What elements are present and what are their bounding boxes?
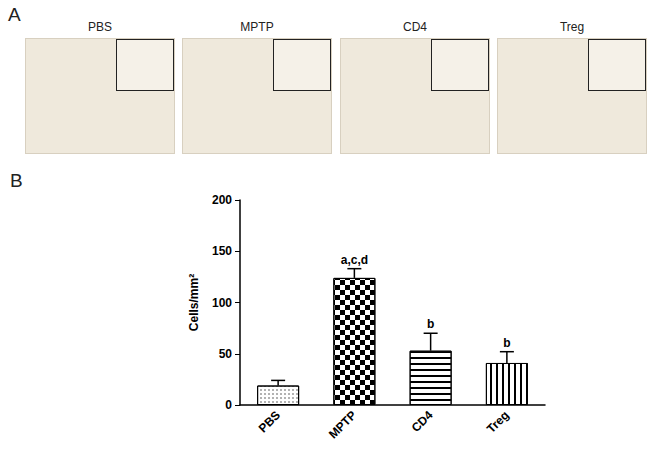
svg-text:a,c,d: a,c,d bbox=[341, 253, 368, 267]
svg-text:PBS: PBS bbox=[256, 408, 283, 435]
html-text:B: B bbox=[10, 170, 23, 191]
svg-text:150: 150 bbox=[212, 244, 232, 258]
html-text:A: A bbox=[8, 4, 21, 25]
html-text:MPTP: MPTP bbox=[240, 20, 274, 34]
svg-text:b: b bbox=[503, 336, 510, 350]
html-text:Treg: Treg bbox=[559, 20, 585, 34]
svg-text:100: 100 bbox=[212, 296, 232, 310]
html-text:CD4: CD4 bbox=[403, 20, 427, 34]
svg-text:b: b bbox=[427, 317, 434, 331]
svg-text:MPTP: MPTP bbox=[326, 408, 359, 441]
svg-text:CD4: CD4 bbox=[409, 408, 436, 435]
svg-text:200: 200 bbox=[212, 193, 232, 207]
html-text:PBS: PBS bbox=[88, 20, 112, 34]
svg-text:Treg: Treg bbox=[484, 408, 512, 436]
svg-text:50: 50 bbox=[219, 347, 233, 361]
svg-text:Cells/mm²: Cells/mm² bbox=[187, 274, 201, 331]
svg-text:0: 0 bbox=[225, 398, 232, 412]
